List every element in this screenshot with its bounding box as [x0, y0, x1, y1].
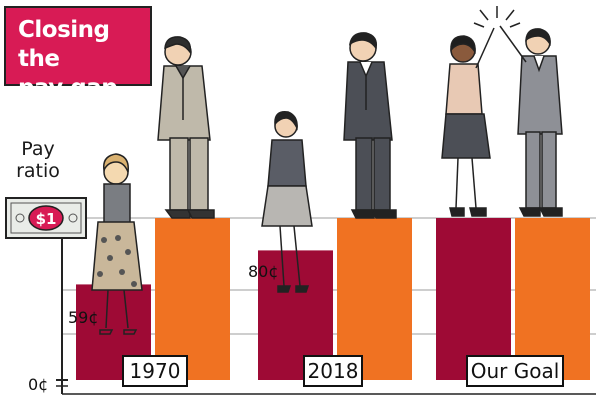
bar-1970-series-2 — [155, 218, 230, 380]
title-box: Closing the pay gap — [4, 6, 152, 101]
bar-our-goal-series-1 — [436, 218, 511, 380]
woman-2018-figure — [261, 111, 313, 293]
bar-our-goal-series-2 — [515, 218, 590, 380]
chart-title-line-2: pay gap — [18, 75, 118, 101]
dollar-bill-icon: $1 — [5, 197, 87, 239]
high-five-couple-figure — [441, 25, 563, 217]
y-axis-title: Pay ratio — [8, 138, 68, 182]
woman-1970-figure — [91, 153, 143, 335]
y-axis-title-line-1: Pay — [21, 138, 55, 160]
y-axis-title-line-2: ratio — [16, 160, 60, 182]
bar-2018-series-2 — [337, 218, 412, 380]
man-2018-figure — [343, 32, 397, 219]
category-label-2018: 2018 — [303, 355, 363, 387]
category-label-1970: 1970 — [122, 355, 188, 387]
dollar-bill-label: $1 — [36, 210, 57, 228]
sparkle-icon — [473, 6, 521, 28]
value-label-2018: 80¢ — [248, 262, 279, 281]
chart-title-line-1: Closing the — [18, 17, 110, 72]
y-tick-zero: 0¢ — [28, 375, 49, 394]
man-1970-figure — [157, 36, 215, 219]
chart-title: Closing the pay gap — [18, 16, 154, 103]
category-label-our-goal: Our Goal — [466, 355, 564, 387]
value-label-1970: 59¢ — [68, 308, 99, 327]
bars — [76, 218, 590, 380]
